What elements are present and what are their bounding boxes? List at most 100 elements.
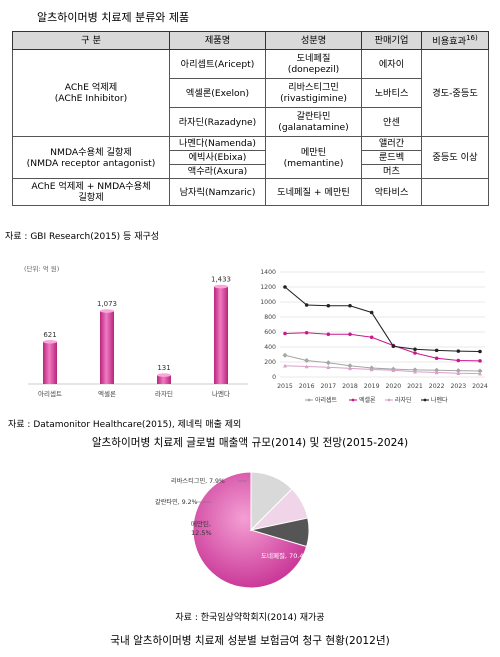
y-tick-label: 0 <box>272 374 276 381</box>
legend-label-2: 라자딘 <box>395 396 412 404</box>
legend-label-3: 나멘다 <box>431 396 448 404</box>
y-tick-label: 600 <box>264 329 276 336</box>
x-tick-label: 2017 <box>320 383 336 390</box>
y-tick-label: 400 <box>264 344 276 351</box>
x-tick-label: 2023 <box>450 383 466 390</box>
y-tick-label: 800 <box>264 314 276 321</box>
effect-cell: 경도-중등도 <box>421 49 489 137</box>
bar-category-label-2: 라자딘 <box>155 389 173 398</box>
ingredient-cell: 갈란타민 (galanatamine) <box>265 107 362 137</box>
y-tick-label: 1400 <box>260 269 276 276</box>
series-point <box>283 331 287 336</box>
series-line-2 <box>284 365 481 375</box>
x-tick-label: 2024 <box>472 383 488 390</box>
company-cell: 얀센 <box>361 107 422 137</box>
classification-table: 구 분 제품명 성분명 판매기업 비용효과16) AChE 억제제 (AChE I… <box>12 31 489 206</box>
line-source: 자료 : Datamonitor Healthcare(2015), 제네릭 매… <box>8 420 242 430</box>
chart-caption: 알츠하이머병 치료제 글로벌 매출액 규모(2014) 및 전망(2015-20… <box>91 437 409 449</box>
legend-marker-0 <box>307 398 311 402</box>
series-point <box>434 356 439 361</box>
x-tick-label: 2016 <box>299 383 315 390</box>
bar-2 <box>157 375 171 384</box>
series-point <box>434 370 439 375</box>
legend-marker-1 <box>351 398 355 402</box>
legend-marker-3 <box>423 398 427 402</box>
series-point <box>326 365 331 370</box>
bar-chart: (단위: 억 원) 621 아리셉트 1,073 엑셀론 131 라자딘 1,433 나멘다 <box>24 264 248 398</box>
table-header-row: 구 분 제품명 성분명 판매기업 비용효과16) <box>12 31 489 50</box>
legend-marker-2 <box>387 398 391 402</box>
table-row: AChE 억제제 (AChE Inhibitor) 아리셉트(Aricept) 도… <box>12 49 489 137</box>
line-chart: 0 200 400 600 800 1000 1200 1400 2015 2016 2017 201… <box>260 269 488 404</box>
bar-value-label-3: 1,433 <box>211 276 231 284</box>
effect-cell <box>421 178 489 206</box>
series-point <box>391 368 396 373</box>
x-tick-label: 2015 <box>277 383 293 390</box>
pie-slice-0 <box>192 471 308 589</box>
series-point <box>413 369 417 374</box>
series-point <box>478 359 482 363</box>
bar-top-1 <box>100 309 114 313</box>
category-cell: AChE 억제제 + NMDA수용체 길항제 <box>12 178 170 206</box>
legend-label-0: 아리셉트 <box>315 396 338 404</box>
bar-category-label-3: 나멘다 <box>212 389 230 398</box>
bar-category-label-1: 엑셀론 <box>98 390 116 398</box>
pie-caption: 국내 알츠하이머병 치료제 성분별 보험금여 청구 현황(2012년) <box>110 635 390 647</box>
x-tick-label: 2019 <box>364 383 380 390</box>
series-point <box>413 347 417 352</box>
table-row: 액수라(Axura) 머츠 <box>13 164 489 179</box>
pie-slice-3 <box>250 517 310 548</box>
series-point <box>434 367 440 373</box>
y-tick-label: 200 <box>264 359 276 366</box>
category-cell: NMDA수용체 길항제 (NMDA receptor antagonist) <box>12 136 170 179</box>
x-tick-label: 2021 <box>407 383 423 390</box>
table-title: 알츠하이머병 치료제 분류와 제품 <box>37 11 190 24</box>
company-cell: 룬드벡 <box>361 150 422 165</box>
bar-value-label-2: 131 <box>157 364 170 372</box>
pie-label-3: 리바스티그민, 7.9% <box>171 477 225 485</box>
bar-top-3 <box>214 284 228 289</box>
table-row: 라자딘(Razadyne) 갈란타민 (galanatamine) 얀센 <box>13 107 489 137</box>
series-line-0 <box>284 354 481 372</box>
product-cell: 나멘다(Namenda) <box>169 136 266 151</box>
header-product: 제품명 <box>169 31 266 50</box>
series-point <box>348 332 352 337</box>
series-line-1 <box>284 332 481 362</box>
series-point <box>478 371 482 376</box>
series-point <box>348 303 352 308</box>
y-tick-label: 1200 <box>260 284 276 291</box>
series-point <box>348 366 352 371</box>
header-category: 구 분 <box>12 31 170 50</box>
table-row: 엑셀론(Exelon) 리바스티그민 (rivastigimine) 노바티스 <box>13 78 489 108</box>
x-tick-label: 2022 <box>429 383 445 390</box>
series-point <box>391 344 396 349</box>
series-point <box>326 303 331 308</box>
product-cell: 남자릭(Namzaric) <box>169 178 266 206</box>
series-point <box>282 352 288 358</box>
company-cell: 머츠 <box>361 164 422 179</box>
ingredient-cell: 도네페질 (donepezil) <box>265 49 362 79</box>
table-source: 자료 : GBI Research(2015) 등 재구성 <box>5 232 160 242</box>
series-point <box>456 349 461 353</box>
bar-1 <box>100 311 114 384</box>
series-point <box>456 371 461 376</box>
bar-value-label-1: 1,073 <box>97 300 117 308</box>
x-tick-label: 2020 <box>385 383 401 390</box>
ingredient-cell: 메만틴 (memantine) <box>265 136 362 179</box>
pie-label-1b: 12.5% <box>191 529 212 537</box>
company-cell: 노바티스 <box>361 78 422 108</box>
product-cell: 엑셀론(Exelon) <box>169 78 266 108</box>
company-cell: 악타비스 <box>361 178 422 206</box>
pie-label-0: 도네페질, 70.4% <box>261 551 310 560</box>
bar-unit-label: (단위: 억 원) <box>24 264 59 273</box>
pie-source: 자료 : 한국임상약학회지(2014) 재가공 <box>175 613 325 623</box>
pie-label-2: 갈란타민, 9.2% <box>155 498 198 506</box>
header-effect: 비용효과16) <box>421 31 489 50</box>
y-tick-label: 1000 <box>260 299 276 306</box>
series-point <box>326 332 331 337</box>
series-point <box>456 358 461 363</box>
x-tick-label: 2018 <box>342 383 358 390</box>
legend-label-1: 엑셀론 <box>359 396 376 404</box>
bar-3 <box>214 286 228 384</box>
product-cell: 아리셉트(Aricept) <box>169 49 266 79</box>
